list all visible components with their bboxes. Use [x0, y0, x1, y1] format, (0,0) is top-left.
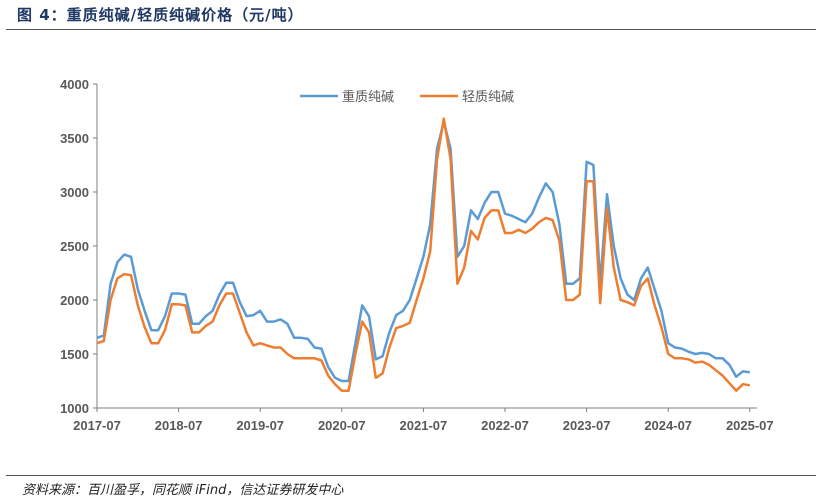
x-tick-label: 2020-07 [318, 418, 366, 433]
x-tick-label: 2024-07 [644, 418, 692, 433]
x-tick-label: 2017-07 [73, 418, 121, 433]
figure-title: 图 4：重质纯碱/轻质纯碱价格（元/吨） [17, 6, 304, 24]
legend-label: 轻质纯碱 [462, 90, 514, 105]
x-tick-label: 2019-07 [236, 418, 284, 433]
x-tick-label: 2022-07 [481, 418, 529, 433]
legend-label: 重质纯碱 [342, 89, 394, 105]
y-tick-label: 2500 [60, 239, 89, 254]
x-tick-label: 2018-07 [155, 418, 203, 433]
source-divider [6, 475, 816, 476]
source-note: 资料来源：百川盈孚，同花顺 iFind，信达证券研发中心 [22, 483, 344, 498]
title-divider [6, 29, 816, 30]
y-tick-label: 4000 [60, 77, 89, 92]
x-tick-label: 2023-07 [563, 418, 611, 433]
series-line-light [96, 117, 750, 392]
series-line-heavy [96, 120, 750, 383]
y-tick-label: 1000 [60, 401, 89, 416]
x-tick-label: 2025-07 [726, 418, 774, 433]
y-tick-label: 3000 [60, 185, 89, 200]
x-tick-label: 2021-07 [400, 418, 448, 433]
y-tick-label: 3500 [60, 131, 89, 146]
y-tick-label: 1500 [60, 347, 89, 362]
y-tick-label: 2000 [60, 293, 89, 308]
